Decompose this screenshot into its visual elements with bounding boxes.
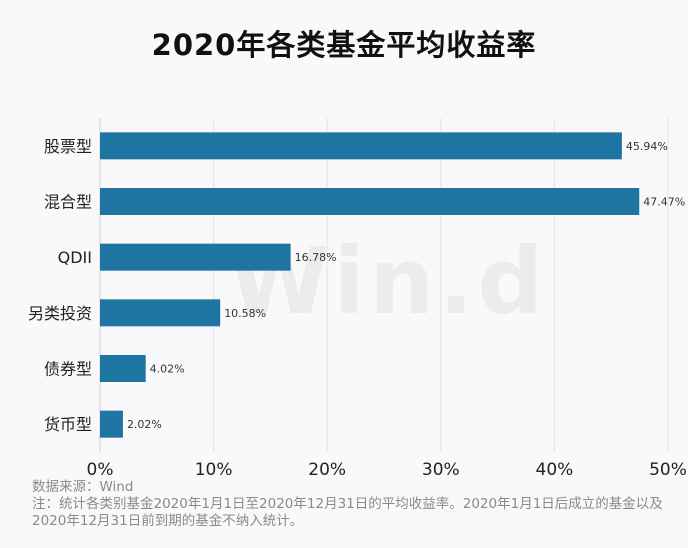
bar	[100, 188, 640, 215]
source-note: 数据来源：Wind	[32, 479, 134, 495]
data-label: 45.94%	[626, 140, 668, 153]
data-label: 16.78%	[295, 251, 337, 264]
category-label: 另类投资	[28, 304, 92, 323]
x-tick-label: 30%	[422, 460, 460, 480]
category-label: 货币型	[44, 415, 92, 434]
footnote: 注：统计各类别基金2020年1月1日至2020年12月31日的平均收益率。202…	[32, 496, 663, 529]
data-label: 47.47%	[643, 196, 685, 209]
chart-title: 2020年各类基金平均收益率	[151, 28, 537, 62]
data-label: 10.58%	[224, 307, 266, 320]
data-label: 4.02%	[150, 363, 185, 376]
category-label: 股票型	[44, 137, 92, 156]
category-label: 债券型	[44, 360, 92, 379]
bar	[100, 410, 123, 438]
bar	[100, 243, 291, 271]
x-tick-label: 50%	[649, 460, 687, 480]
category-label: 混合型	[44, 193, 92, 212]
x-tick-label: 0%	[87, 460, 114, 480]
x-tick-label: 10%	[195, 460, 233, 480]
x-tick-label: 40%	[536, 460, 574, 480]
category-label: QDII	[58, 248, 92, 267]
bar	[100, 132, 622, 160]
bar	[100, 299, 221, 327]
x-tick-label: 20%	[308, 460, 346, 480]
bar	[100, 355, 146, 382]
data-label: 2.02%	[127, 418, 162, 431]
chart-footer: 数据来源：Wind 注：统计各类别基金2020年1月1日至2020年12月31日…	[32, 479, 682, 530]
